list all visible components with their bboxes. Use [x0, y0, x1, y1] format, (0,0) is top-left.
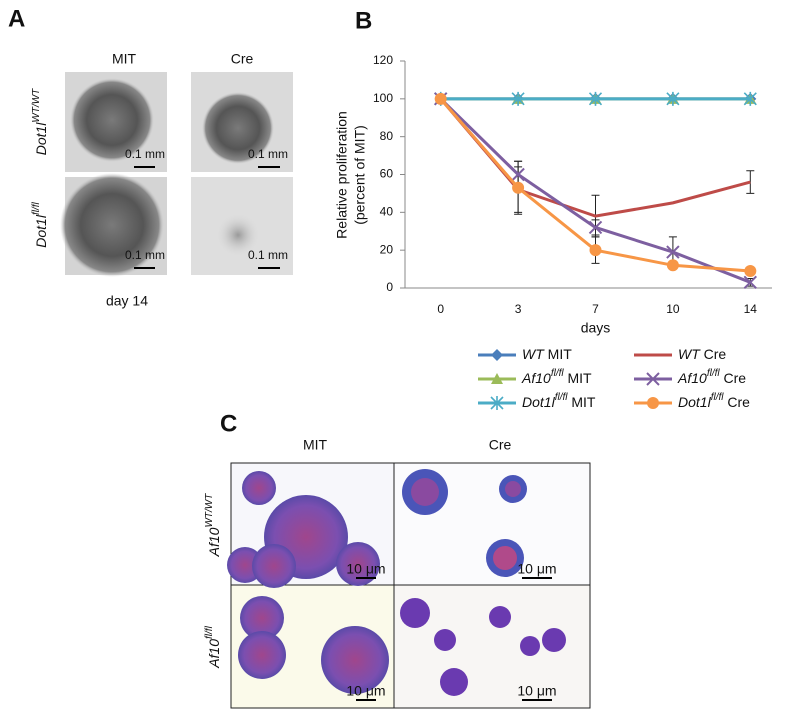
- y-tick-label: 40: [380, 205, 394, 219]
- legend-marker: [491, 349, 503, 361]
- scale-bar-label: 0.1 mm: [125, 248, 165, 262]
- scale-bar-label: 0.1 mm: [248, 248, 288, 262]
- legend-label: Af10fl/fl Cre: [677, 368, 746, 386]
- y-tick-label: 120: [373, 53, 393, 67]
- legend-entry: WT Cre: [634, 346, 726, 362]
- row-label: Dot1lfl/fl: [31, 201, 49, 247]
- point: [743, 91, 757, 106]
- point: [512, 181, 525, 194]
- y-tick-label: 0: [386, 280, 393, 294]
- panel-c-images: [227, 462, 591, 709]
- panel-letter: C: [220, 410, 237, 437]
- point: [588, 220, 603, 235]
- legend-label: Dot1lfl/fl MIT: [522, 392, 596, 410]
- column-label: Cre: [231, 51, 254, 67]
- y-tick-label: 60: [380, 167, 394, 181]
- point: [666, 91, 680, 106]
- point: [666, 245, 680, 259]
- point: [743, 275, 758, 290]
- column-label: MIT: [112, 51, 137, 67]
- point: [744, 264, 757, 277]
- legend-label: Dot1lfl/fl Cre: [678, 392, 750, 410]
- column-label: Cre: [489, 437, 512, 453]
- x-tick-label: 3: [515, 302, 522, 316]
- legend-entry: Af10fl/fl MIT: [478, 368, 592, 386]
- x-tick-label: 10: [666, 302, 680, 316]
- scale-bar-label: 0.1 mm: [248, 147, 288, 161]
- y-axis-label: (percent of MIT): [352, 125, 368, 225]
- column-label: MIT: [303, 437, 328, 453]
- x-tick-label: 0: [437, 302, 444, 316]
- scale-bar-label: 10 μm: [346, 561, 385, 577]
- row-label: Af10WT/WT: [204, 493, 222, 558]
- caption: day 14: [106, 293, 148, 309]
- legend-entry: Dot1lfl/fl MIT: [478, 392, 596, 410]
- legend-marker: [491, 373, 503, 384]
- point: [434, 92, 447, 105]
- point: [511, 91, 525, 106]
- point: [589, 244, 602, 257]
- scale-bar-label: 10 μm: [517, 561, 556, 577]
- x-tick-label: 7: [592, 302, 599, 316]
- legend-label: WT Cre: [678, 346, 726, 362]
- scale-bar-label: 10 μm: [517, 683, 556, 699]
- x-axis-label: days: [581, 320, 611, 336]
- row-label: Af10fl/fl: [204, 625, 222, 668]
- legend-marker: [647, 397, 659, 409]
- y-tick-label: 20: [380, 242, 394, 256]
- point: [511, 167, 525, 182]
- panel-letter: A: [8, 5, 25, 32]
- legend-label: Af10fl/fl MIT: [521, 368, 592, 386]
- legend-entry: Dot1lfl/fl Cre: [634, 392, 750, 410]
- point: [588, 91, 603, 106]
- panel-letter: B: [355, 7, 372, 34]
- legend-marker: [646, 372, 660, 386]
- legend-label: WT MIT: [522, 346, 572, 362]
- y-tick-label: 100: [373, 91, 393, 105]
- x-tick-label: 14: [744, 302, 758, 316]
- scale-bar-lines: [134, 166, 552, 701]
- legend-entry: WT MIT: [478, 346, 572, 362]
- row-label: Dot1lWT/WT: [31, 88, 49, 155]
- point: [666, 259, 679, 272]
- scale-bar-label: 10 μm: [346, 683, 385, 699]
- legend-marker: [490, 396, 504, 410]
- y-tick-label: 80: [380, 129, 394, 143]
- scale-bar-label: 0.1 mm: [125, 147, 165, 161]
- legend-entry: Af10fl/fl Cre: [634, 368, 746, 386]
- panel-a-images: [60, 72, 293, 277]
- y-axis-label: Relative proliferation: [334, 111, 350, 239]
